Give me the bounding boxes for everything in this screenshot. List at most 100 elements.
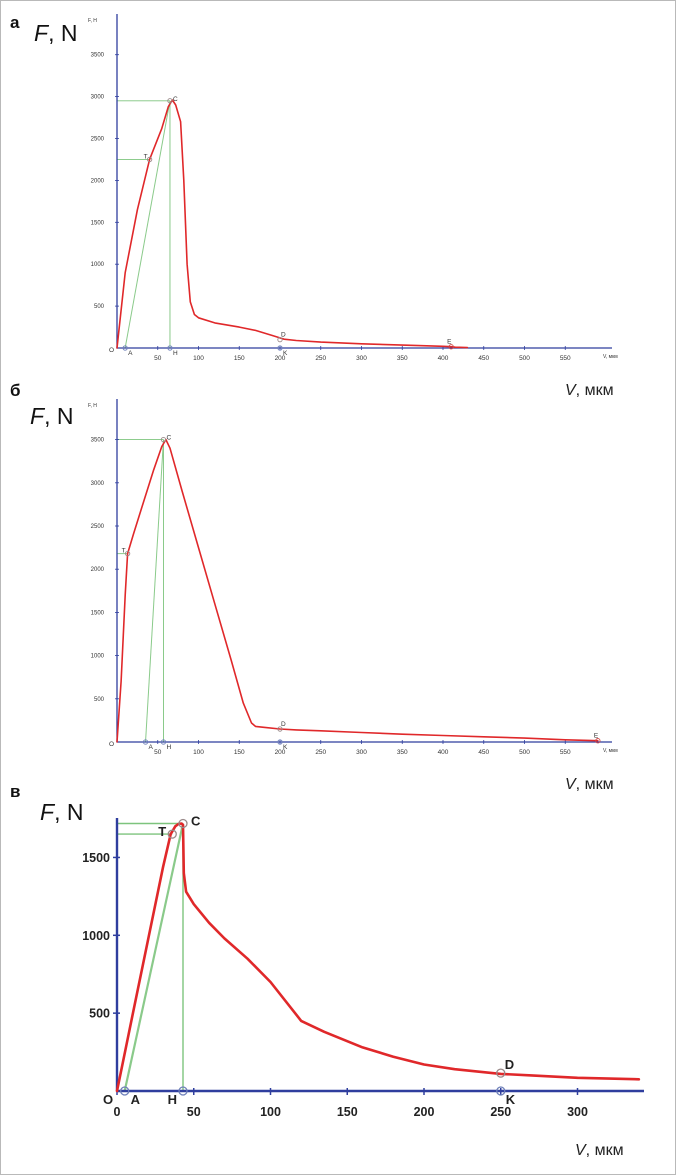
point-k-label: K	[506, 1092, 516, 1107]
point-e-label: E	[447, 339, 452, 346]
point-e-marker	[595, 738, 601, 744]
point-t-marker	[124, 550, 131, 557]
x-tick-label: 450	[478, 749, 489, 756]
y-tick-label: 2000	[91, 178, 105, 184]
force-curve	[115, 822, 641, 1093]
point-h-label: H	[166, 744, 171, 751]
x-tick-label: 350	[397, 749, 408, 756]
point-c-label: C	[173, 96, 178, 103]
x-tick-label: 450	[478, 355, 489, 362]
point-c-marker	[178, 818, 188, 829]
point-a-label: A	[131, 1092, 141, 1107]
y-tick-label: 3500	[91, 53, 105, 59]
point-k-marker	[496, 1086, 506, 1096]
point-h-label: H	[173, 350, 178, 357]
origin-label: O	[103, 1092, 113, 1107]
origin-label: O	[109, 347, 114, 354]
point-d-label: D	[505, 1057, 514, 1072]
point-e-marker	[448, 344, 454, 350]
x-axis-label: V, мкм	[565, 776, 614, 793]
point-t-marker	[167, 829, 177, 839]
x-tick-label: 250	[315, 355, 326, 362]
helper-line-a-slope	[123, 823, 185, 1092]
panel-letter: в	[10, 782, 20, 801]
origin-label: O	[109, 741, 114, 748]
x-tick-label: 300	[567, 1105, 588, 1119]
x-axis-label-small: V, мкм	[603, 354, 618, 360]
y-tick-label: 3000	[91, 481, 105, 487]
x-tick-label: 400	[438, 355, 449, 362]
y-tick-label: 1000	[91, 654, 105, 660]
point-h-marker	[178, 1086, 188, 1096]
point-c-label: C	[166, 435, 171, 442]
y-tick-label: 500	[94, 304, 105, 310]
y-tick-label: 1500	[91, 220, 105, 226]
y-tick-label: 1000	[91, 262, 105, 268]
force-curve	[116, 438, 599, 743]
force-curve	[116, 99, 469, 349]
x-tick-label: 300	[356, 749, 367, 756]
point-k-marker	[277, 345, 283, 351]
point-a-marker	[142, 739, 149, 745]
point-a-marker	[120, 1086, 130, 1096]
x-axis-label: V, мкм	[575, 1142, 624, 1159]
x-axis-label: V, мкм	[565, 382, 614, 399]
point-c-marker	[160, 436, 167, 443]
helper-line-a-slope	[124, 100, 171, 349]
point-h-marker	[167, 345, 173, 351]
point-t-label: T	[158, 824, 166, 839]
x-tick-label: 100	[193, 355, 204, 362]
y-axis-label: F, N	[40, 799, 83, 825]
point-k-marker	[277, 739, 283, 745]
x-tick-label: 300	[356, 355, 367, 362]
panel-letter: а	[10, 13, 20, 32]
x-tick-label: 500	[519, 355, 530, 362]
y-tick-label: 1500	[82, 851, 110, 865]
x-tick-label: 200	[275, 355, 286, 362]
y-axis-label: F, N	[30, 403, 73, 429]
x-tick-label: 50	[154, 355, 162, 362]
y-tick-label: 1500	[91, 610, 105, 616]
chart-panel-b: б F, N V, мкм F, H V, мкм 50 100 150 200 250 300 35…	[10, 381, 618, 793]
x-tick-label: 50	[187, 1105, 201, 1119]
y-axis-label: F, N	[34, 20, 77, 46]
y-tick-label: 2500	[91, 137, 105, 143]
x-tick-label: 100	[260, 1105, 281, 1119]
x-tick-label: 200	[275, 749, 286, 756]
point-h-label: H	[168, 1092, 177, 1107]
x-tick-label: 350	[397, 355, 408, 362]
x-tick-label: 150	[234, 749, 245, 756]
point-a-label: A	[149, 744, 154, 751]
y-tick-label: 2000	[91, 567, 105, 573]
point-d-label: D	[281, 721, 286, 728]
point-a-marker	[122, 345, 128, 351]
chart-panel-a: а F, N V, мкм F, H V, мкм 50 100 150 200 250 300 35…	[10, 13, 618, 399]
point-k-label: K	[283, 744, 288, 751]
point-t-label: T	[122, 548, 126, 555]
y-tick-label: 2500	[91, 524, 105, 530]
x-tick-label: 150	[337, 1105, 358, 1119]
x-tick-label: 250	[490, 1105, 511, 1119]
x-tick-label: 500	[519, 749, 530, 756]
chart-panel-v: в F, N V, мкм 0 50 100 150 200 250 300 500 1000 1500…	[10, 782, 644, 1159]
x-tick-label: 200	[414, 1105, 435, 1119]
x-tick-label: 250	[315, 749, 326, 756]
x-tick-label: 0	[114, 1105, 121, 1119]
panel-letter: б	[10, 381, 21, 400]
x-tick-label: 550	[560, 749, 571, 756]
y-tick-label: 3000	[91, 95, 105, 101]
point-t-marker	[146, 156, 153, 163]
y-tick-label: 500	[89, 1007, 110, 1021]
helper-line-a-slope	[145, 439, 164, 743]
x-tick-label: 400	[438, 749, 449, 756]
y-tick-label: 1000	[82, 929, 110, 943]
x-tick-label: 150	[234, 355, 245, 362]
point-t-label: T	[144, 153, 148, 160]
point-e-label: E	[594, 733, 599, 740]
y-axis-label-small: F, H	[88, 18, 97, 24]
point-c-marker	[167, 98, 173, 104]
point-k-label: K	[283, 350, 288, 357]
point-d-marker	[496, 1068, 506, 1078]
y-tick-label: 500	[94, 697, 105, 703]
